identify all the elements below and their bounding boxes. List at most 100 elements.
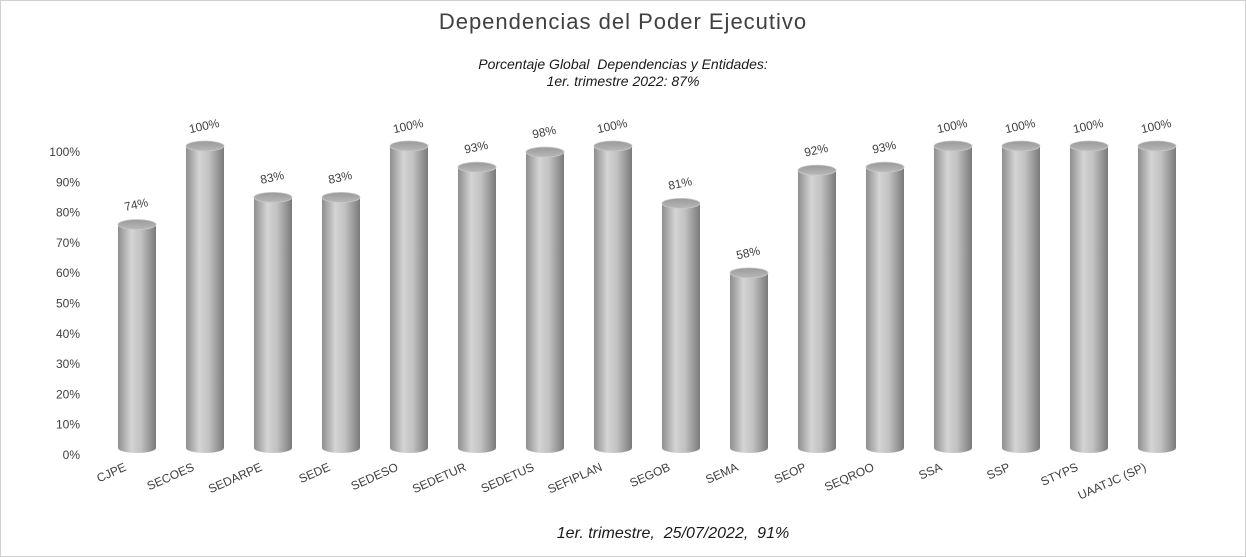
bar-cap	[865, 161, 905, 173]
bar-cap	[1137, 140, 1177, 152]
bar	[1137, 140, 1177, 453]
bar	[117, 219, 157, 453]
data-label: 93%	[871, 138, 898, 157]
data-label: 83%	[259, 168, 286, 187]
data-label: 98%	[531, 123, 558, 142]
bar	[593, 140, 633, 453]
bar	[457, 161, 497, 453]
category-label: SSA	[917, 460, 945, 483]
bar-cap	[933, 140, 973, 152]
category-label: SEOP	[772, 460, 808, 486]
bar-cap	[525, 146, 565, 158]
bar-body	[1070, 146, 1108, 448]
bar	[1069, 140, 1109, 453]
y-axis: 0% 10% 20% 30% 40% 50% 60% 70% 80% 90% 100%	[49, 145, 80, 462]
bar-base	[118, 443, 156, 453]
bar-body	[322, 197, 360, 448]
data-label: 83%	[327, 168, 354, 187]
category-label: CJPE	[94, 460, 128, 485]
category-label: SEDESO	[349, 460, 400, 493]
chart-subtitle-line: Porcentaje Global Dependencias y Entidad…	[478, 56, 768, 72]
bar-base	[526, 443, 564, 453]
y-tick-label: 20%	[56, 387, 80, 401]
bar-body	[934, 146, 972, 448]
y-tick-label: 80%	[56, 206, 80, 220]
bar-cap	[457, 161, 497, 173]
data-label: 93%	[463, 138, 490, 157]
bar-cap	[389, 140, 429, 152]
bar-base	[594, 443, 632, 453]
bar	[525, 146, 565, 453]
bar	[865, 161, 905, 453]
y-tick-label: 0%	[63, 448, 81, 462]
bar-base	[458, 443, 496, 453]
category-label: SECOES	[145, 460, 196, 493]
bar-body	[390, 146, 428, 448]
y-tick-label: 40%	[56, 327, 80, 341]
bar-base	[730, 443, 768, 453]
y-tick-label: 10%	[56, 418, 80, 432]
bar-cap	[117, 219, 157, 230]
bar-base	[186, 443, 224, 453]
bar-body	[594, 146, 632, 448]
chart-footer: 1er. trimestre, 25/07/2022, 91%	[556, 525, 790, 542]
y-tick-label: 60%	[56, 266, 80, 280]
data-label: 100%	[1072, 116, 1105, 136]
bar	[253, 191, 293, 453]
bar-base	[390, 443, 428, 453]
bar	[661, 197, 701, 453]
y-tick-label: 90%	[56, 175, 80, 189]
bar-body	[186, 146, 224, 448]
data-label: 100%	[1004, 116, 1037, 136]
bar-base	[1070, 443, 1108, 453]
bar-base	[1138, 443, 1176, 453]
data-label: 92%	[803, 141, 830, 160]
data-label: 100%	[936, 116, 969, 136]
chart-title: Dependencias del Poder Ejecutivo	[438, 9, 808, 34]
y-tick-label: 30%	[56, 357, 80, 371]
bar-body	[662, 203, 700, 448]
category-label: UAATJC (SP)	[1076, 460, 1148, 503]
bar-cap	[593, 140, 633, 152]
category-label: SEMA	[703, 460, 740, 487]
bar	[321, 191, 361, 453]
bar-body	[526, 152, 564, 449]
category-label: SEDE	[297, 460, 333, 486]
bar-base	[662, 443, 700, 453]
category-label: SEFIPLAN	[546, 460, 605, 496]
bar-cap	[253, 191, 293, 203]
bar	[933, 140, 973, 453]
bar	[729, 267, 769, 453]
bar	[185, 140, 225, 453]
data-label: 100%	[392, 116, 425, 136]
bar-cap	[1001, 140, 1041, 152]
bar-cap	[661, 197, 701, 209]
chart-subtitle-line: 1er. trimestre 2022: 87%	[546, 73, 700, 89]
bar-cap	[729, 267, 769, 279]
category-label: SEDETUS	[479, 460, 536, 496]
bar-base	[322, 443, 360, 453]
y-tick-label: 100%	[49, 145, 80, 159]
category-label: STYPS	[1039, 460, 1081, 489]
bar	[797, 164, 837, 453]
bar-cap	[797, 164, 837, 176]
bar-body	[1138, 146, 1176, 448]
bar-base	[934, 443, 972, 453]
y-tick-label: 70%	[56, 236, 80, 250]
data-label: 100%	[1140, 116, 1173, 136]
chart-subtitle: Porcentaje Global Dependencias y Entidad…	[0, 56, 1246, 90]
data-label: 74%	[123, 195, 150, 214]
bar	[389, 140, 429, 453]
bar-body	[866, 167, 904, 448]
category-label: SEDARPE	[206, 460, 264, 496]
y-tick-label: 50%	[56, 297, 80, 311]
bar-cap	[321, 191, 361, 203]
category-label: SSP	[985, 460, 1013, 483]
bar-body	[118, 224, 156, 448]
data-label: 58%	[735, 244, 762, 263]
bar-body	[798, 170, 836, 448]
bar-base	[1002, 443, 1040, 453]
category-label: SEDETUR	[410, 460, 468, 496]
category-label: SEQROO	[822, 460, 876, 494]
